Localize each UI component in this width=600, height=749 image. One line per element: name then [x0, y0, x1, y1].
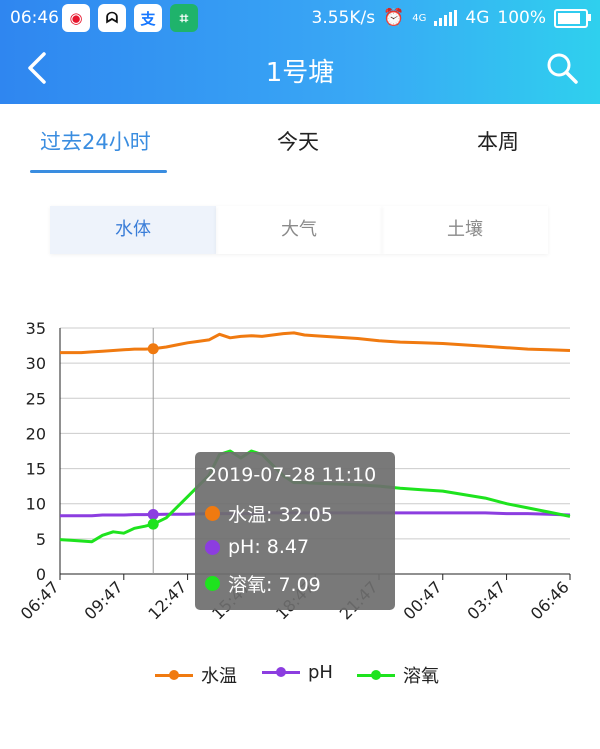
tooltip-row-do: 溶氧: 7.09: [205, 570, 321, 597]
tab-this-week[interactable]: 本周: [477, 130, 519, 154]
y-tick-label: 10: [26, 495, 46, 514]
y-tick-label: 20: [26, 424, 46, 443]
y-tick-label: 25: [26, 389, 46, 408]
network-speed: 3.55K/s: [311, 8, 376, 28]
battery-text: 100%: [497, 8, 546, 28]
app-header: 06:46 ◉ ᗣ 支 ⌗ 3.55K/s ⏰ 4G 4G 100% 1号塘: [0, 0, 600, 104]
legend-ph-label: pH: [308, 662, 333, 683]
y-tick-label: 30: [26, 354, 46, 373]
tab-today[interactable]: 今天: [277, 130, 319, 154]
line-chart[interactable]: 0510152025303506:4709:4712:4715:4718:472…: [0, 300, 600, 660]
alarm-icon: ⏰: [383, 8, 405, 28]
weibo-icon: ◉: [62, 4, 90, 32]
x-tick-label: 03:47: [463, 577, 509, 623]
tooltip-row-temp: 水温: 32.05: [205, 500, 333, 527]
chart-tooltip: 2019-07-28 11:10 水温: 32.05 pH: 8.47 溶氧: …: [195, 452, 395, 610]
y-tick-label: 35: [26, 319, 46, 338]
tooltip-do-text: 溶氧: 7.09: [228, 574, 321, 596]
tooltip-dot-ph: [205, 539, 220, 555]
x-tick-label: 06:47: [17, 577, 63, 623]
tooltip-time: 2019-07-28 11:10: [205, 464, 377, 486]
legend-ph[interactable]: pH: [262, 662, 333, 683]
notification-icons: ◉ ᗣ 支 ⌗: [62, 4, 198, 32]
search-icon[interactable]: [542, 48, 582, 88]
segment-soil[interactable]: 土壤: [382, 206, 548, 254]
tooltip-dot-temp: [205, 506, 220, 521]
series-line-2: [59, 449, 571, 544]
y-tick-label: 0: [36, 565, 46, 584]
qq-icon: ᗣ: [98, 4, 126, 32]
legend-temp[interactable]: 水温: [155, 662, 237, 688]
cursor-point-0: [147, 343, 159, 355]
series-line-0: [60, 331, 571, 355]
page-title: 1号塘: [265, 58, 335, 88]
tooltip-dot-do: [205, 576, 220, 591]
chart-legend: 水温 pH 溶氧: [0, 662, 600, 692]
cursor-point-1: [147, 508, 159, 520]
legend-do[interactable]: 溶氧: [357, 662, 439, 688]
back-icon[interactable]: [20, 48, 60, 88]
segment-air[interactable]: 大气: [216, 206, 382, 254]
tooltip-temp-text: 水温: 32.05: [228, 504, 333, 526]
x-tick-label: 00:47: [400, 577, 446, 623]
tooltip-row-ph: pH: 8.47: [205, 536, 309, 558]
cursor-point-2: [147, 518, 159, 530]
x-tick-label: 12:47: [144, 577, 190, 623]
legend-temp-swatch: [155, 669, 193, 680]
legend-temp-label: 水温: [201, 666, 237, 687]
legend-ph-swatch: [262, 667, 300, 677]
network-label: 4G: [465, 8, 490, 28]
x-tick-label: 09:47: [81, 577, 127, 623]
scan-icon: ⌗: [170, 4, 198, 32]
signal-icon: [434, 10, 458, 26]
legend-do-label: 溶氧: [403, 666, 439, 687]
tooltip-ph-text: pH: 8.47: [228, 536, 310, 558]
x-tick-label: 06:46: [527, 577, 573, 623]
network-small-label: 4G: [412, 12, 427, 24]
y-tick-label: 15: [26, 460, 46, 479]
status-right: 3.55K/s ⏰ 4G 4G 100%: [311, 8, 591, 28]
alipay-icon: 支: [134, 4, 162, 32]
legend-do-swatch: [357, 669, 395, 680]
tab-indicator: [30, 170, 167, 173]
battery-icon: [554, 8, 591, 28]
status-time: 06:46: [10, 8, 59, 28]
segment-water[interactable]: 水体: [50, 206, 216, 254]
tab-past-24h[interactable]: 过去24小时: [40, 130, 151, 154]
status-bar: 06:46 ◉ ᗣ 支 ⌗ 3.55K/s ⏰ 4G 4G 100%: [0, 0, 600, 36]
y-tick-label: 5: [36, 530, 46, 549]
